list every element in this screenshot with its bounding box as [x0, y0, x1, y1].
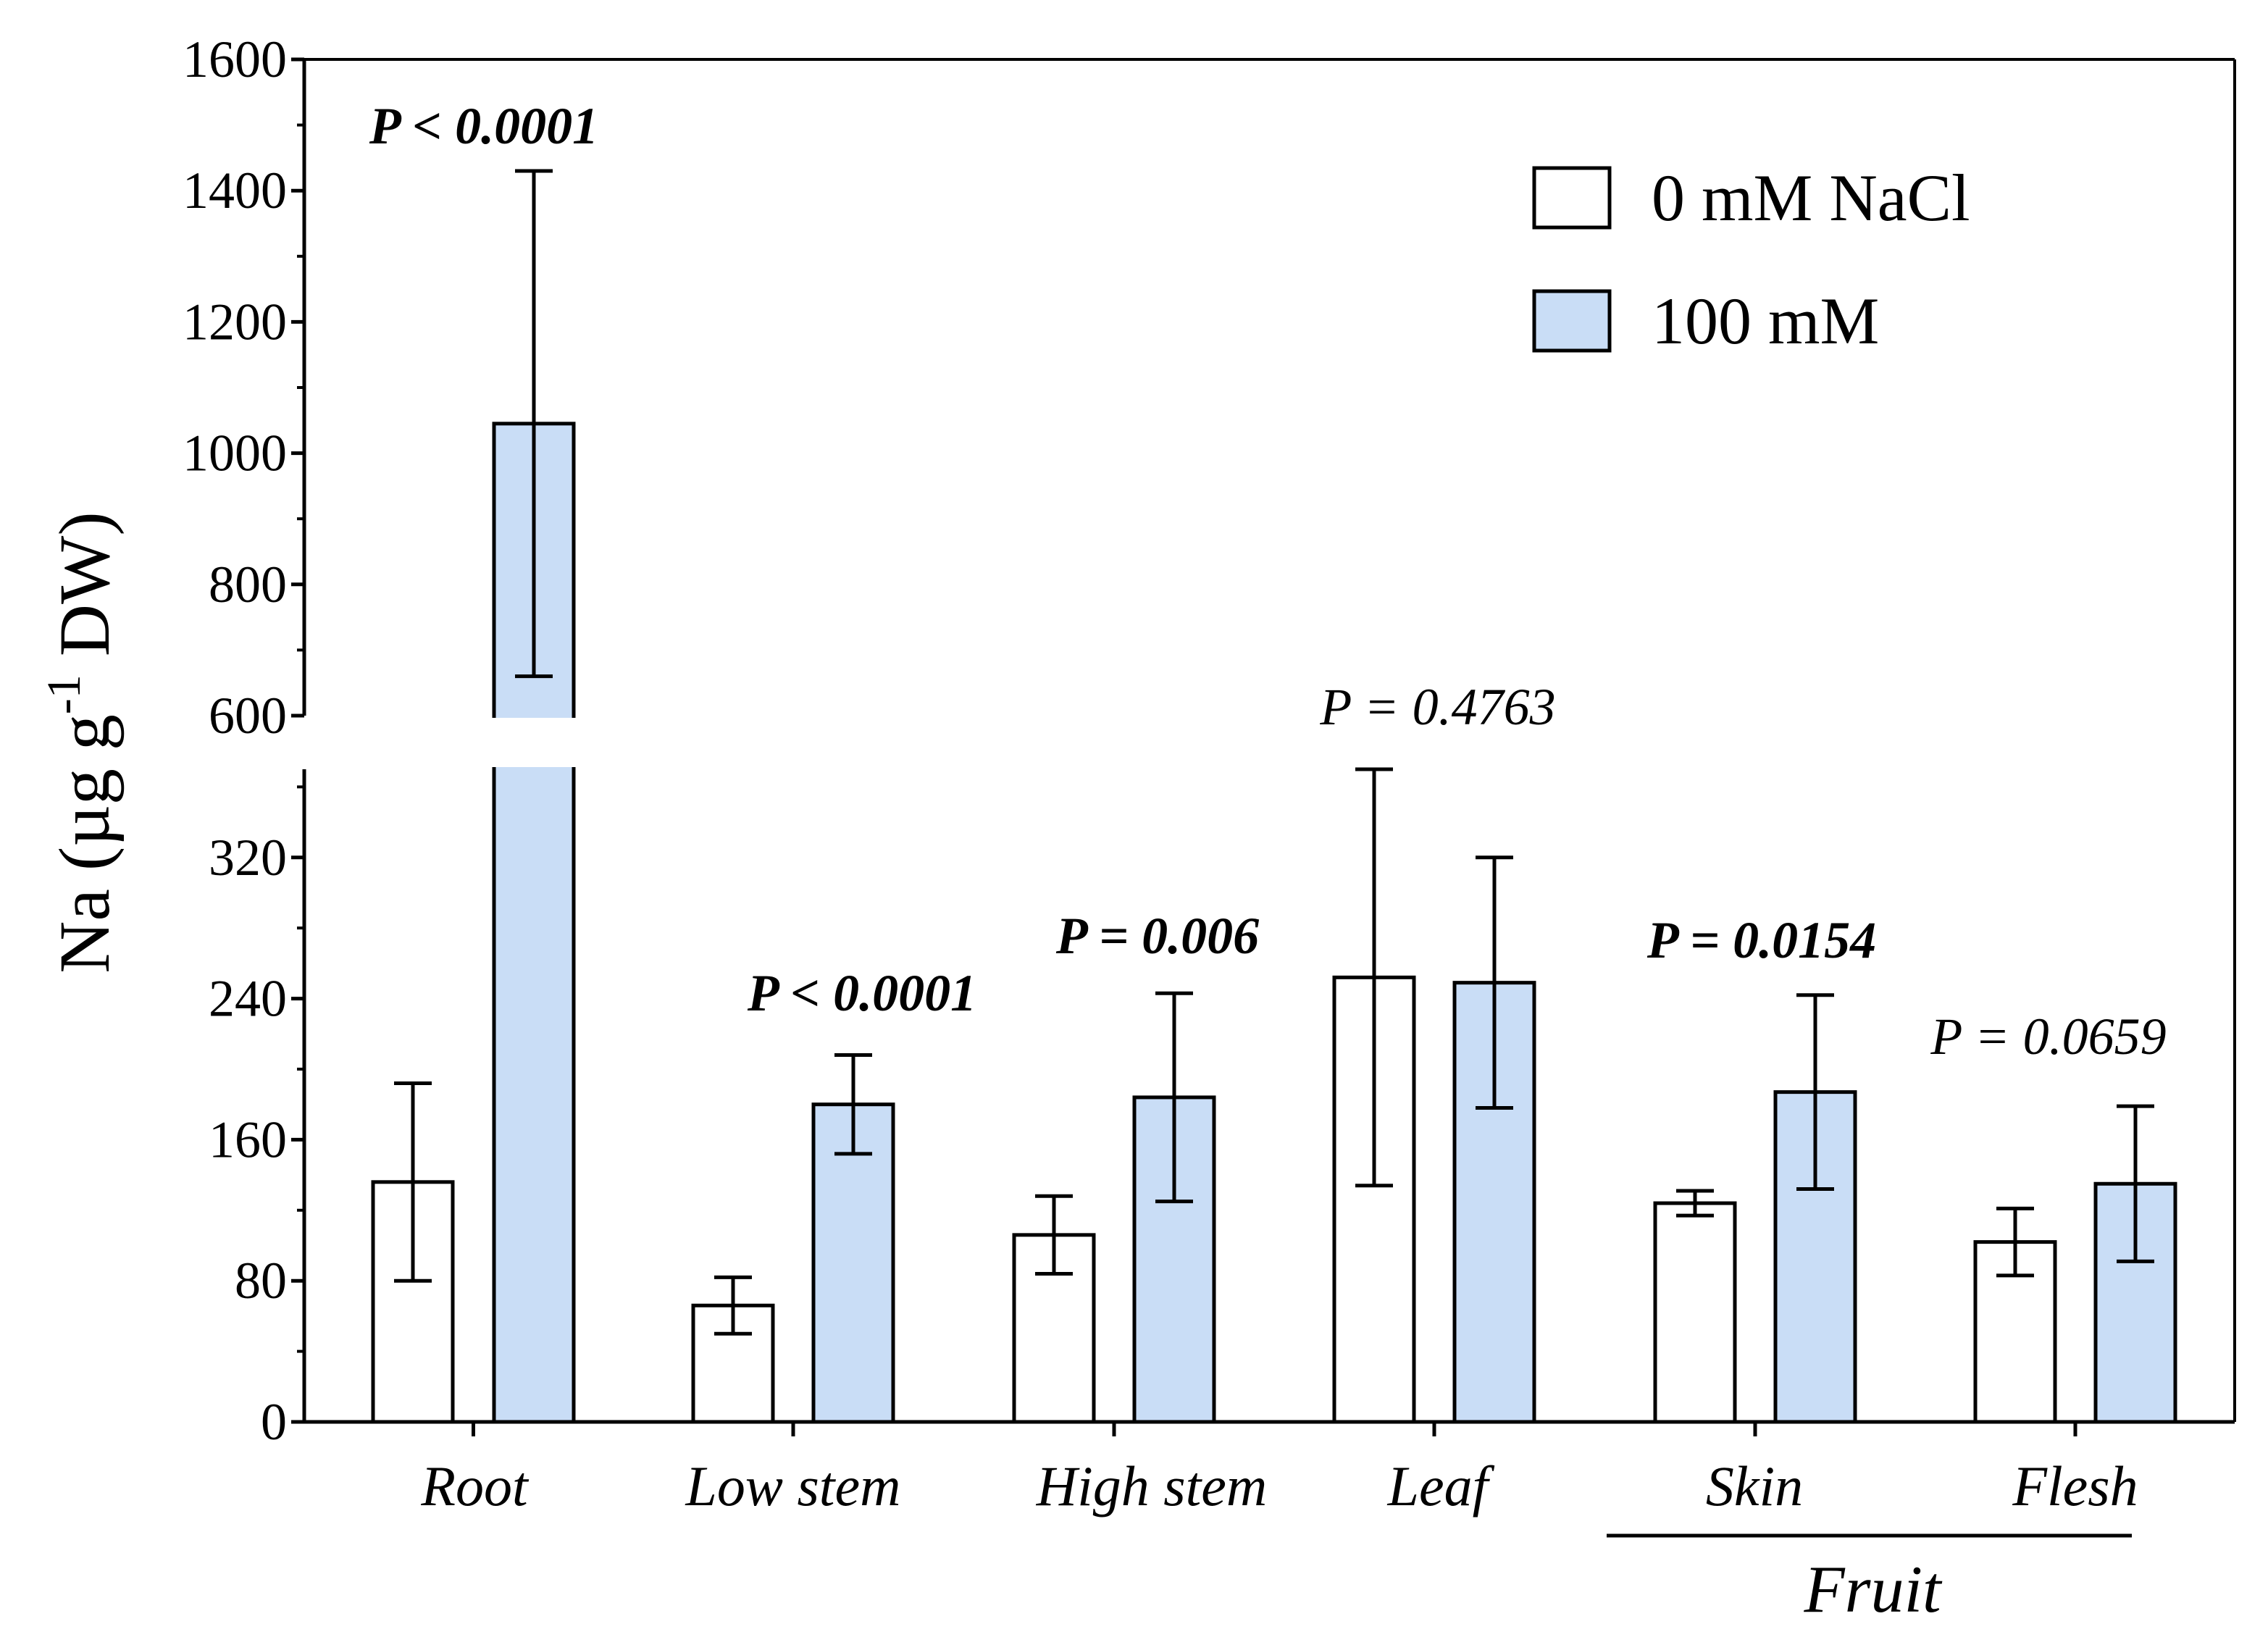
y-axis-label-tail: DW) [44, 511, 125, 674]
p-value-skin: P = 0.0154 [1646, 911, 1876, 969]
p-value-root: P < 0.0001 [369, 97, 598, 155]
y-tick-label: 1200 [183, 293, 287, 351]
y-tick-label: 160 [209, 1110, 287, 1168]
legend-label-series-1: 0 mM NaCl [1652, 161, 1970, 235]
y-tick-label: 600 [209, 687, 287, 745]
y-axis-label-superscript: -1 [38, 674, 91, 714]
legend-swatch-series-1 [1532, 166, 1612, 230]
x-tick-label-flesh: Flesh [2012, 1454, 2138, 1518]
fruit-group-label: Fruit [1803, 1552, 1943, 1626]
x-tick-label-leaf: Leaf [1387, 1454, 1495, 1518]
y-tick-label: 320 [209, 829, 287, 887]
p-value-leaf: P = 0.4763 [1319, 678, 1555, 736]
p-value-flesh: P = 0.0659 [1930, 1008, 2166, 1066]
bar-low-stem-series-2 [811, 1102, 895, 1424]
x-tick-label-skin: Skin [1706, 1454, 1803, 1518]
axis-break-gap [290, 718, 2249, 767]
x-tick-label-low-stem: Low stem [685, 1454, 901, 1518]
x-tick-label-root: Root [420, 1454, 530, 1518]
y-tick-label: 240 [209, 970, 287, 1028]
y-tick-label: 0 [261, 1393, 287, 1451]
y-axis-label-main: Na (µg g [44, 714, 125, 974]
y-axis-label: Na (µg g-1 DW) [38, 511, 125, 973]
y-tick-label: 1000 [183, 424, 287, 482]
x-tick-label-high-stem: High stem [1036, 1454, 1267, 1518]
p-value-high-stem: P = 0.006 [1055, 907, 1259, 965]
y-tick-label: 800 [209, 556, 287, 614]
y-tick-label: 80 [235, 1252, 287, 1310]
legend-label-series-2: 100 mM [1652, 284, 1879, 358]
p-value-low-stem: P < 0.0001 [747, 964, 976, 1022]
bar-skin-series-1 [1653, 1201, 1737, 1424]
legend-swatch-series-2 [1532, 289, 1612, 353]
y-tick-label: 1600 [183, 30, 287, 88]
y-tick-label: 1400 [183, 162, 287, 219]
